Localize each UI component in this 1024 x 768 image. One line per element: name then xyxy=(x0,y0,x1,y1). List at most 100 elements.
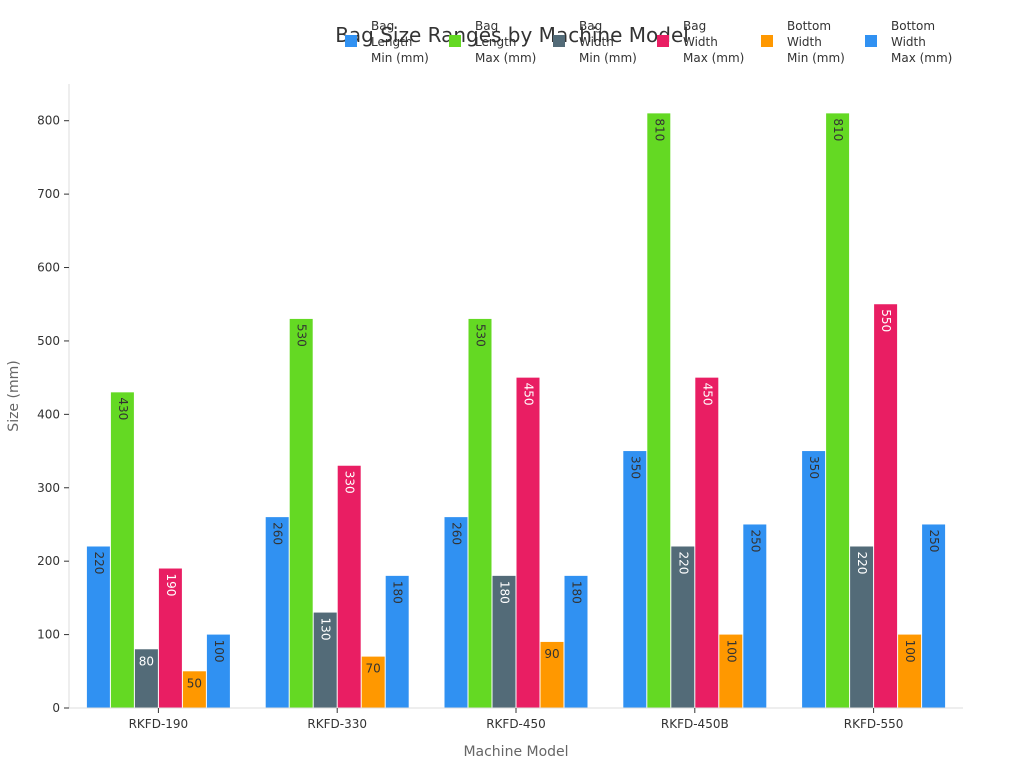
bar xyxy=(361,656,385,708)
data-label: 50 xyxy=(187,676,202,690)
data-label: 330 xyxy=(343,471,357,494)
y-tick-label: 100 xyxy=(37,628,60,642)
legend-label-line: Bag xyxy=(475,19,498,33)
y-tick-label: 500 xyxy=(37,334,60,348)
legend-label-line: Min (mm) xyxy=(371,51,429,65)
data-label: 450 xyxy=(700,383,714,406)
legend-label-line: Length xyxy=(475,35,516,49)
data-label: 530 xyxy=(474,324,488,347)
bar xyxy=(743,524,767,708)
data-label: 550 xyxy=(879,309,893,332)
legend-label-line: Bottom xyxy=(891,19,935,33)
x-ticks: RKFD-190 RKFD-330 RKFD-450 RKFD-450B RKFD-55… xyxy=(129,708,904,731)
legend-label-line: Max (mm) xyxy=(475,51,536,65)
bar xyxy=(385,575,409,708)
legend-label-line: Min (mm) xyxy=(787,51,845,65)
bar xyxy=(313,612,337,708)
y-axis-title: Size (mm) xyxy=(6,360,22,431)
data-label: 530 xyxy=(295,324,309,347)
bar xyxy=(802,451,826,708)
data-label: 190 xyxy=(164,574,178,597)
chart-title: Bag Size Ranges by Machine Model xyxy=(335,23,689,47)
legend-label: Bottom Width Max (mm) xyxy=(891,19,952,65)
bar xyxy=(922,524,946,708)
data-label: 250 xyxy=(748,529,762,552)
bar xyxy=(874,304,898,708)
legend-swatch xyxy=(865,35,877,47)
data-label: 100 xyxy=(903,640,917,663)
legend-label-line: Width xyxy=(891,35,926,49)
bar xyxy=(86,546,110,708)
bar xyxy=(826,113,850,709)
data-label: 180 xyxy=(498,581,512,604)
x-tick-label: RKFD-550 xyxy=(844,717,904,731)
bar xyxy=(182,671,206,708)
y-tick-label: 0 xyxy=(52,701,60,715)
y-tick-label: 600 xyxy=(37,261,60,275)
data-label: 220 xyxy=(92,551,106,574)
data-label: 80 xyxy=(139,654,154,668)
y-tick-label: 800 xyxy=(37,114,60,128)
bar xyxy=(540,641,564,708)
legend-label-line: Max (mm) xyxy=(891,51,952,65)
bar xyxy=(289,318,313,708)
legend-swatch xyxy=(553,35,565,47)
legend: Bag Length Min (mm) Bag Length Max (mm) Bag Wid… xyxy=(345,19,952,65)
data-label: 450 xyxy=(522,383,536,406)
data-label: 810 xyxy=(652,118,666,141)
bar xyxy=(134,649,158,708)
data-label: 90 xyxy=(544,647,559,661)
legend-swatch xyxy=(657,35,669,47)
legend-label-line: Bag xyxy=(371,19,394,33)
bar xyxy=(564,575,588,708)
legend-label: Bag Length Min (mm) xyxy=(371,19,429,65)
data-label: 100 xyxy=(724,640,738,663)
bar xyxy=(444,517,468,708)
bar xyxy=(671,546,695,708)
bar xyxy=(265,517,289,708)
data-label: 350 xyxy=(628,456,642,479)
legend-swatch xyxy=(449,35,461,47)
bar xyxy=(695,377,719,708)
bar xyxy=(492,575,516,708)
bar xyxy=(158,568,182,708)
y-tick-label: 300 xyxy=(37,481,60,495)
x-axis-title: Machine Model xyxy=(463,744,568,760)
legend-swatch xyxy=(345,35,357,47)
y-tick-label: 200 xyxy=(37,554,60,568)
data-label: 130 xyxy=(319,618,333,641)
legend-label-line: Bag xyxy=(683,19,706,33)
bar xyxy=(468,318,492,708)
data-labels-layer: 220 430 80 190 50 100 260 530 130 330 70 180 260 530 1… xyxy=(92,118,941,690)
legend-label: Bag Length Max (mm) xyxy=(475,19,536,65)
y-tick-label: 700 xyxy=(37,187,60,201)
legend-label-line: Width xyxy=(683,35,718,49)
bar xyxy=(206,634,230,708)
data-label: 100 xyxy=(212,640,226,663)
legend-label-line: Bottom xyxy=(787,19,831,33)
data-label: 810 xyxy=(831,118,845,141)
bar xyxy=(898,634,922,708)
data-label: 180 xyxy=(391,581,405,604)
legend-label-line: Width xyxy=(787,35,822,49)
x-tick-label: RKFD-190 xyxy=(129,717,189,731)
legend-label-line: Bag xyxy=(579,19,602,33)
x-tick-label: RKFD-330 xyxy=(307,717,367,731)
data-label: 260 xyxy=(450,522,464,545)
y-ticks: 0 100 200 300 400 500 600 700 800 xyxy=(37,114,69,715)
bar xyxy=(647,113,671,709)
legend-label-line: Width xyxy=(579,35,614,49)
data-label: 350 xyxy=(807,456,821,479)
legend-label-line: Length xyxy=(371,35,412,49)
bar xyxy=(516,377,540,708)
legend-label: Bottom Width Min (mm) xyxy=(787,19,845,65)
bar xyxy=(623,451,647,708)
legend-label-line: Min (mm) xyxy=(579,51,637,65)
y-tick-label: 400 xyxy=(37,407,60,421)
data-label: 250 xyxy=(927,529,941,552)
bar xyxy=(337,465,361,708)
x-tick-label: RKFD-450 xyxy=(486,717,546,731)
data-label: 260 xyxy=(271,522,285,545)
bar xyxy=(850,546,874,708)
